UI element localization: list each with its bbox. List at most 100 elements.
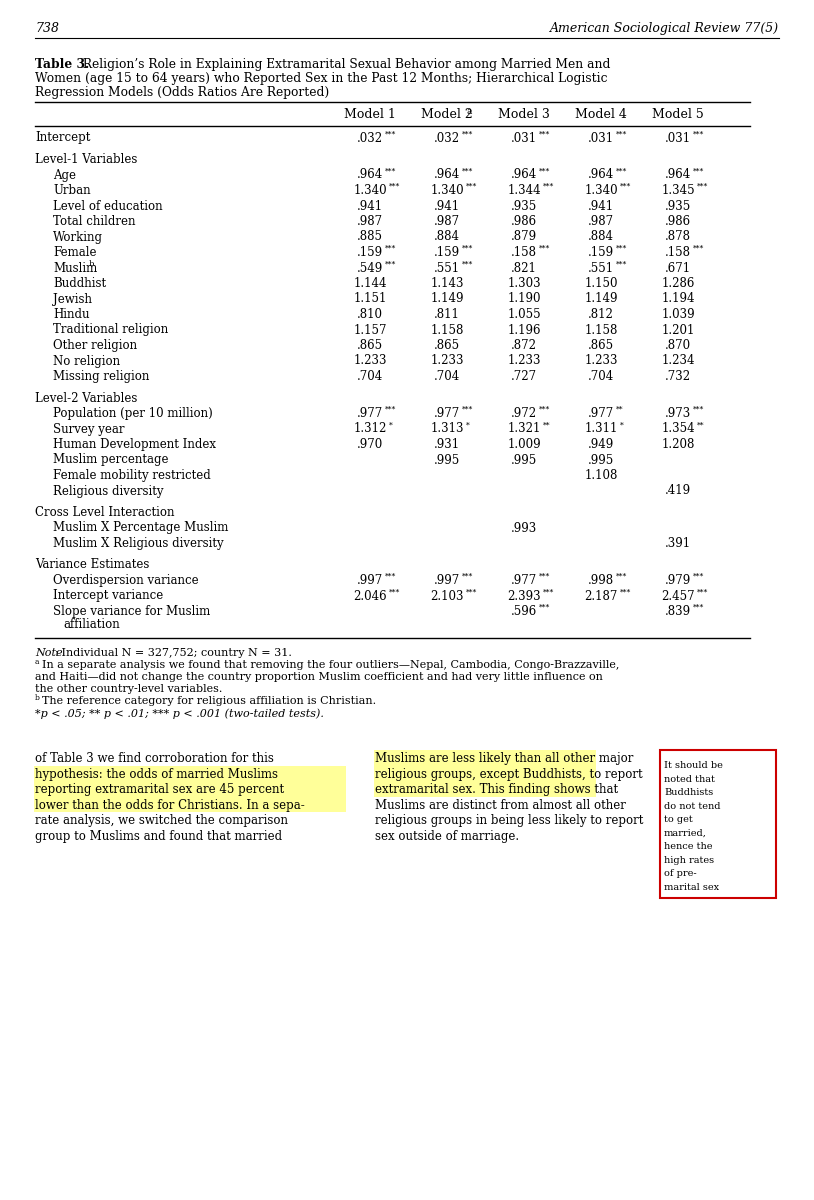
- Text: group to Muslims and found that married: group to Muslims and found that married: [35, 830, 282, 842]
- Text: Muslims are distinct from almost all other: Muslims are distinct from almost all oth…: [375, 799, 626, 811]
- Text: .031: .031: [665, 132, 691, 144]
- Text: No religion: No religion: [53, 354, 120, 367]
- Text: of pre-: of pre-: [664, 869, 697, 878]
- Text: .551: .551: [434, 262, 460, 275]
- Text: a: a: [35, 659, 40, 666]
- Text: ***: ***: [385, 131, 396, 138]
- Text: Female: Female: [53, 246, 97, 259]
- Text: The reference category for religious affiliation is Christian.: The reference category for religious aff…: [42, 696, 376, 707]
- Text: .997: .997: [434, 574, 460, 587]
- Text: .551: .551: [588, 262, 614, 275]
- Text: Muslim X Percentage Muslim: Muslim X Percentage Muslim: [53, 522, 229, 534]
- Text: rate analysis, we switched the comparison: rate analysis, we switched the compariso…: [35, 815, 288, 827]
- Text: .964: .964: [588, 168, 614, 181]
- Text: Religious diversity: Religious diversity: [53, 485, 164, 498]
- Text: 1.344: 1.344: [507, 184, 540, 197]
- Text: .031: .031: [588, 132, 614, 144]
- Text: Age: Age: [53, 168, 76, 181]
- Text: 1.144: 1.144: [353, 277, 387, 290]
- Text: .986: .986: [665, 215, 691, 228]
- Bar: [374, 781, 596, 797]
- Text: .031: .031: [511, 132, 537, 144]
- Text: .032: .032: [357, 132, 383, 144]
- Text: .878: .878: [665, 230, 691, 244]
- Text: Jewish: Jewish: [53, 293, 92, 306]
- Text: .549: .549: [357, 262, 383, 275]
- Text: 1.158: 1.158: [431, 324, 464, 336]
- Text: 1.340: 1.340: [353, 184, 387, 197]
- Text: .987: .987: [357, 215, 383, 228]
- Text: lower than the odds for Christians. In a sepa-: lower than the odds for Christians. In a…: [35, 799, 304, 811]
- Text: .810: .810: [357, 308, 383, 320]
- Text: religious groups, except Buddhists, to report: religious groups, except Buddhists, to r…: [375, 768, 642, 781]
- Text: .979: .979: [665, 574, 691, 587]
- Text: .941: .941: [588, 199, 614, 212]
- Bar: [34, 797, 346, 812]
- Text: .977: .977: [357, 407, 383, 420]
- Text: **: **: [697, 421, 704, 430]
- Text: .995: .995: [434, 454, 460, 467]
- Bar: [374, 766, 596, 781]
- Text: 2.457: 2.457: [661, 589, 695, 602]
- Text: 1.201: 1.201: [661, 324, 694, 336]
- Text: ***: ***: [693, 168, 704, 175]
- Text: .732: .732: [665, 370, 691, 383]
- Text: ***: ***: [385, 260, 396, 269]
- Text: Regression Models (Odds Ratios Are Reported): Regression Models (Odds Ratios Are Repor…: [35, 86, 329, 98]
- Text: Level of education: Level of education: [53, 199, 163, 212]
- Text: 2.393: 2.393: [507, 589, 540, 602]
- Text: Model 3: Model 3: [498, 108, 550, 121]
- Text: 1.190: 1.190: [507, 293, 540, 306]
- Text: Note: Note: [35, 648, 63, 659]
- Text: ***: ***: [539, 604, 550, 612]
- Text: 1.158: 1.158: [584, 324, 618, 336]
- Text: .993: .993: [511, 522, 537, 534]
- Text: ***: ***: [539, 572, 550, 581]
- Text: Muslim: Muslim: [53, 262, 97, 275]
- Text: Cross Level Interaction: Cross Level Interaction: [35, 506, 174, 518]
- Text: 2.103: 2.103: [431, 589, 464, 602]
- Text: Human Development Index: Human Development Index: [53, 438, 216, 451]
- Text: Intercept variance: Intercept variance: [53, 589, 164, 602]
- Text: ***: ***: [466, 588, 477, 596]
- Text: .032: .032: [434, 132, 460, 144]
- Text: a: a: [466, 107, 471, 115]
- Text: .596: .596: [511, 605, 537, 618]
- Text: Slope variance for Muslim: Slope variance for Muslim: [53, 605, 210, 618]
- Text: 1.286: 1.286: [661, 277, 694, 290]
- Text: ***: ***: [539, 245, 550, 253]
- Text: Total children: Total children: [53, 215, 135, 228]
- Text: Survey year: Survey year: [53, 422, 125, 436]
- Text: .885: .885: [357, 230, 383, 244]
- Text: reporting extramarital sex are 45 percent: reporting extramarital sex are 45 percen…: [35, 784, 284, 797]
- Text: Women (age 15 to 64 years) who Reported Sex in the Past 12 Months; Hierarchical : Women (age 15 to 64 years) who Reported …: [35, 72, 607, 85]
- Text: *: *: [619, 421, 624, 430]
- Text: .727: .727: [511, 370, 537, 383]
- Text: .964: .964: [434, 168, 460, 181]
- Text: ***: ***: [542, 588, 554, 596]
- Text: Level-2 Variables: Level-2 Variables: [35, 391, 138, 404]
- Text: 1.149: 1.149: [431, 293, 464, 306]
- Text: It should be: It should be: [664, 761, 723, 770]
- Text: ***: ***: [385, 168, 396, 175]
- Text: Model 1: Model 1: [344, 108, 396, 121]
- Text: *: *: [466, 421, 469, 430]
- Text: 1.354: 1.354: [661, 422, 695, 436]
- Text: ***: ***: [693, 604, 704, 612]
- Text: 1.312: 1.312: [353, 422, 387, 436]
- Text: 1.039: 1.039: [661, 308, 695, 320]
- Text: .391: .391: [665, 538, 691, 550]
- Text: .964: .964: [357, 168, 383, 181]
- Text: *: *: [388, 421, 392, 430]
- Text: ***: ***: [462, 168, 473, 175]
- Text: 1.321: 1.321: [507, 422, 540, 436]
- Text: :: :: [55, 648, 59, 659]
- Text: Intercept: Intercept: [35, 132, 90, 144]
- Text: ***: ***: [539, 406, 550, 414]
- Text: ***: ***: [693, 131, 704, 138]
- Text: .870: .870: [665, 338, 691, 352]
- Text: .977: .977: [511, 574, 537, 587]
- Text: 2.187: 2.187: [584, 589, 618, 602]
- Text: religious groups in being less likely to report: religious groups in being less likely to…: [375, 815, 643, 827]
- Text: Hindu: Hindu: [53, 308, 90, 320]
